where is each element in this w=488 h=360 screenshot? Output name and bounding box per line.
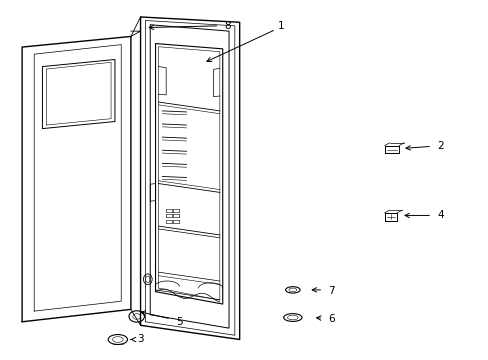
Text: 3: 3 <box>137 334 143 345</box>
Text: 5: 5 <box>176 317 182 327</box>
Text: 7: 7 <box>327 285 334 296</box>
Text: 4: 4 <box>436 211 443 220</box>
Text: 8: 8 <box>224 21 230 31</box>
Text: 1: 1 <box>277 21 284 31</box>
Text: 6: 6 <box>327 314 334 324</box>
Text: 2: 2 <box>436 141 443 151</box>
